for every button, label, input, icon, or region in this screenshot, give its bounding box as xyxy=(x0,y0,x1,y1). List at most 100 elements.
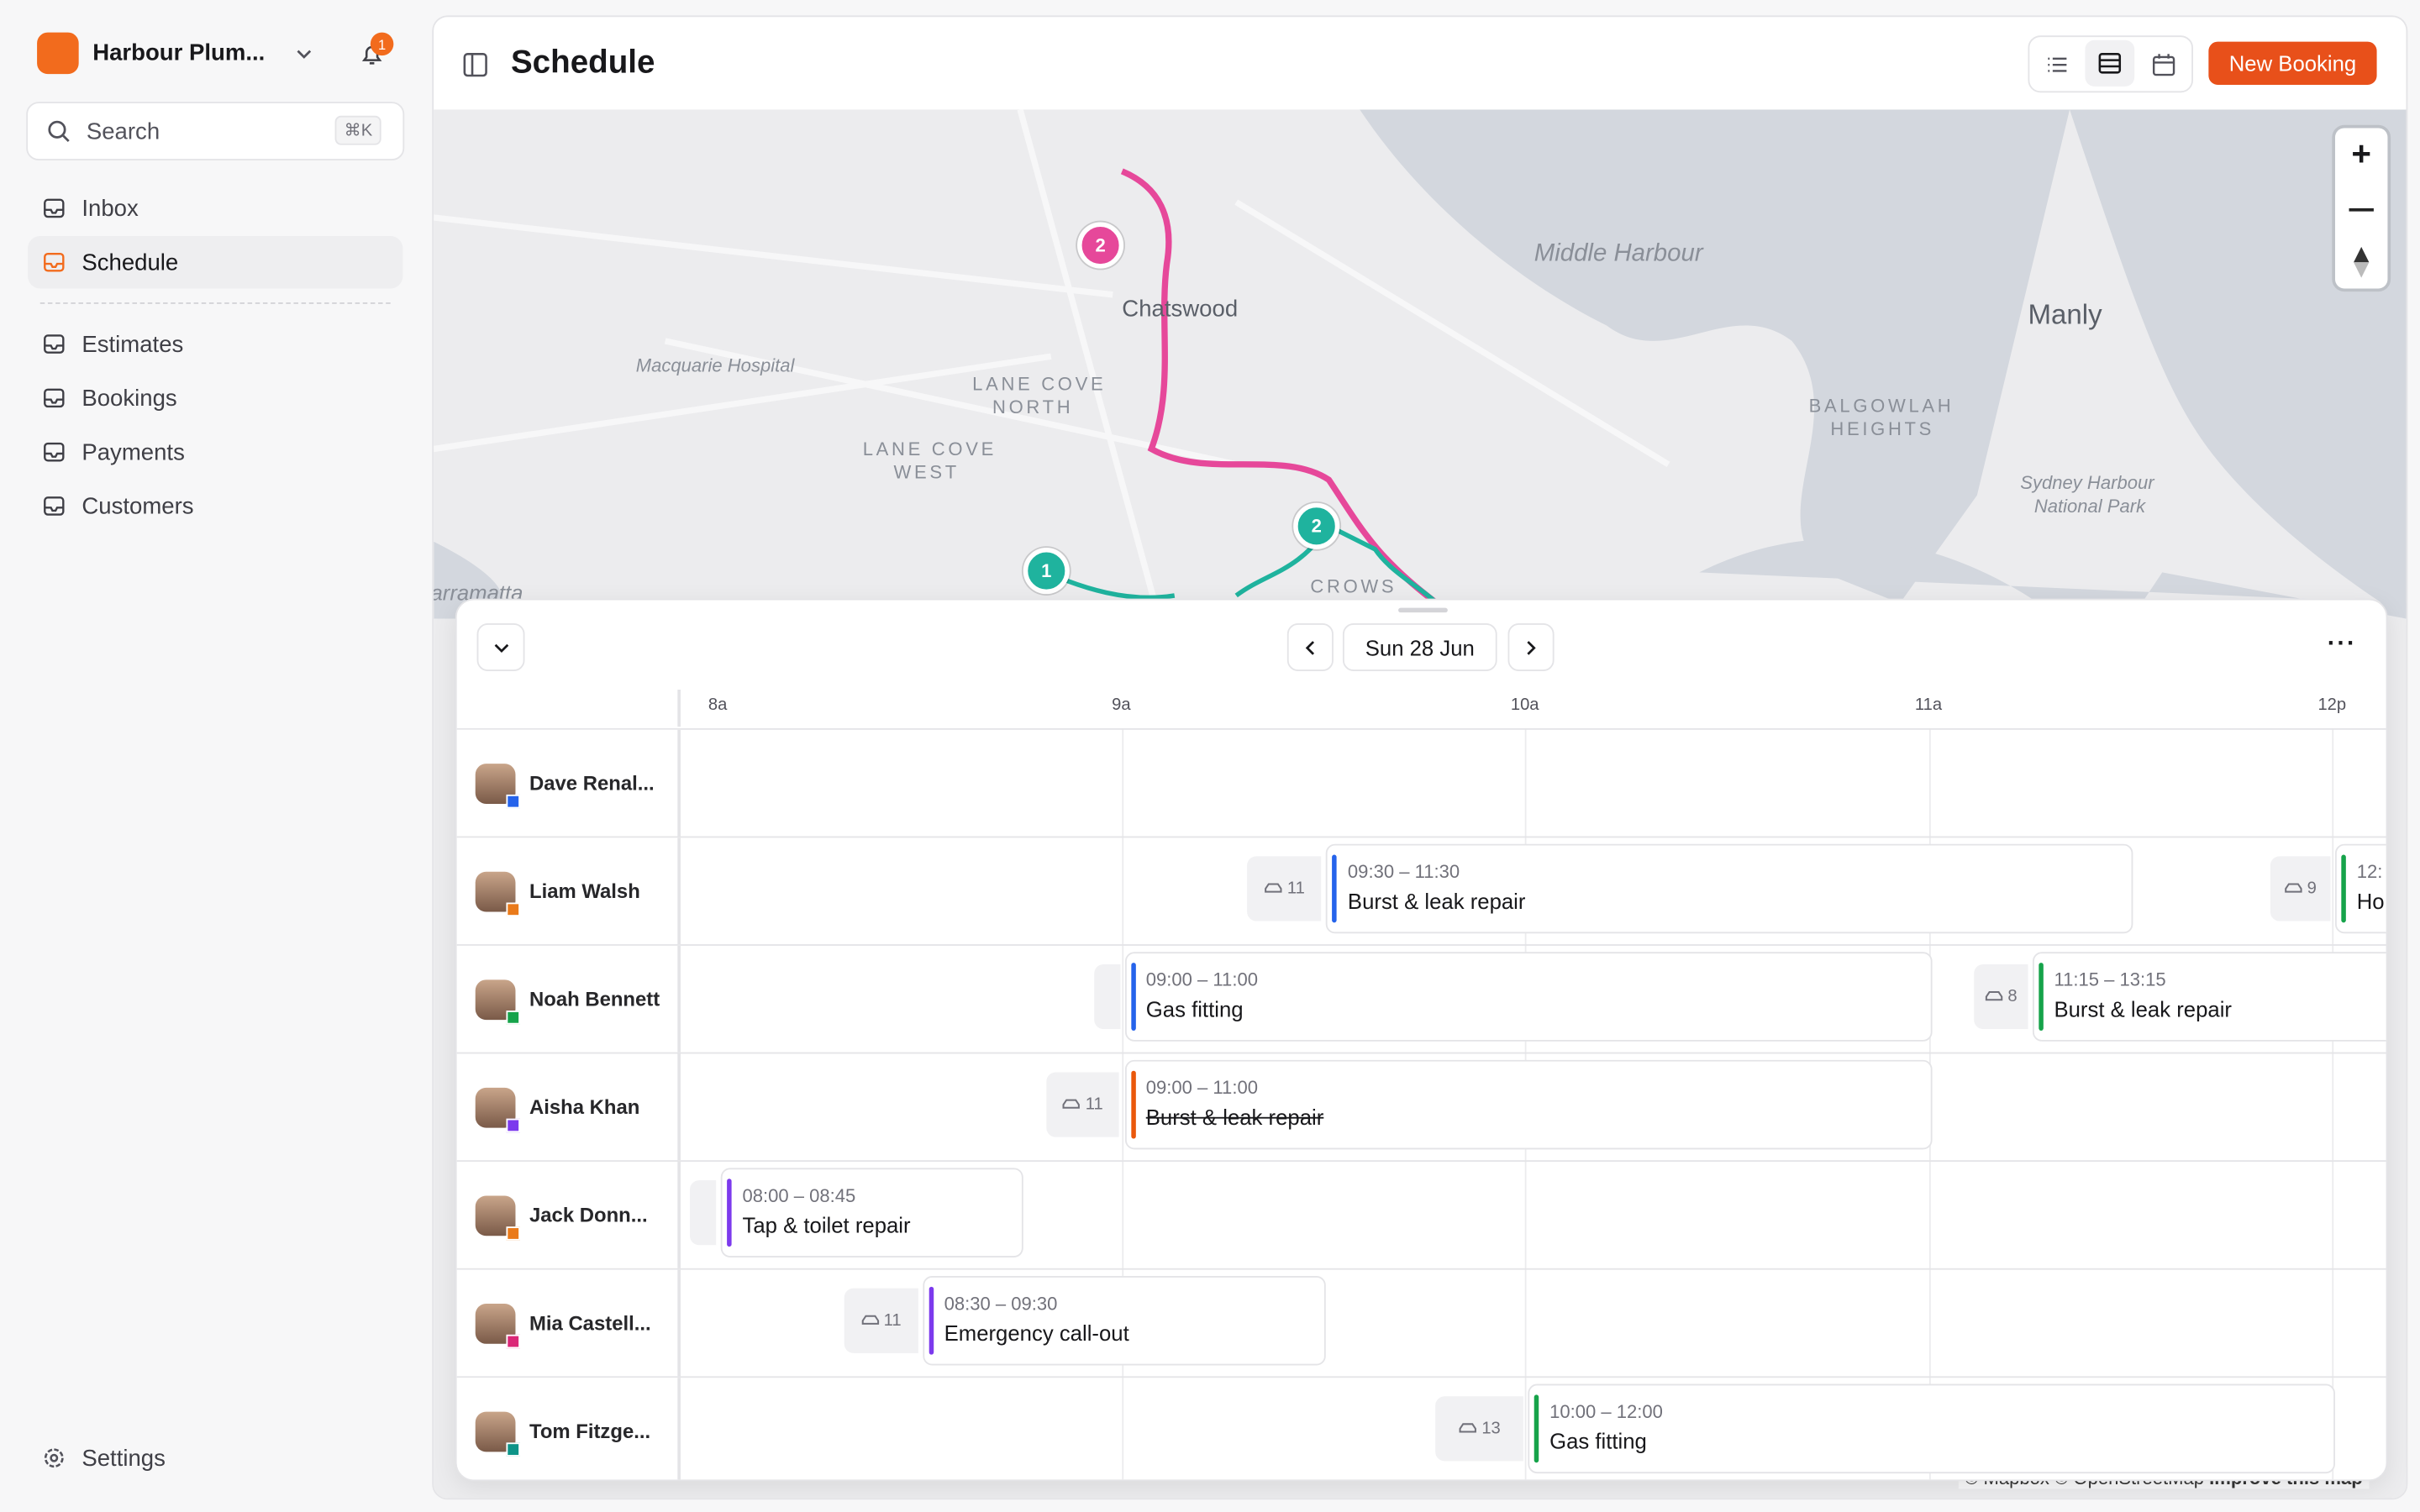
header-divider xyxy=(677,690,681,727)
travel-chip xyxy=(690,1180,717,1246)
booking-card[interactable]: 11:15 – 13:15 Burst & leak repair xyxy=(2032,952,2386,1042)
zoom-controls: + xyxy=(2334,128,2388,289)
map-label: LANE COVE xyxy=(862,438,997,460)
hour-label: 10a xyxy=(1510,696,1539,715)
prev-icon xyxy=(1305,640,1315,654)
travel-chip: 9 xyxy=(2270,856,2331,921)
nav-item[interactable]: Estimates xyxy=(28,318,402,370)
collapse-button[interactable] xyxy=(476,623,525,671)
zoom-in[interactable]: + xyxy=(2351,134,2371,173)
map-label: LANE COVE xyxy=(972,373,1107,396)
search-box[interactable]: Search ⌘K xyxy=(26,102,405,161)
search-placeholder: Search xyxy=(86,118,160,145)
booking-color xyxy=(1534,1394,1539,1463)
nav-item[interactable]: Bookings xyxy=(28,372,402,424)
booking-time: 09:00 – 11:00 xyxy=(1145,969,1258,991)
map-label: Chatswood xyxy=(1122,296,1239,323)
booking-card[interactable]: 09:30 – 11:30 Burst & leak repair xyxy=(1326,843,2133,934)
next-day[interactable] xyxy=(1507,623,1555,671)
booking-time: 09:30 – 11:30 xyxy=(1347,860,1460,883)
travel-chip: 11 xyxy=(1045,1072,1120,1137)
booking-color xyxy=(1130,963,1135,1031)
booking-card[interactable]: 09:00 – 11:00 Burst & leak repair xyxy=(1124,1059,1932,1150)
org-chevron[interactable] xyxy=(293,43,315,65)
prev-day[interactable] xyxy=(1286,623,1334,671)
booking-time: 08:00 – 08:45 xyxy=(742,1184,856,1207)
travel-chip: 8 xyxy=(1974,963,2028,1030)
timeline-view[interactable] xyxy=(2085,39,2135,87)
view-switch xyxy=(2028,35,2194,93)
date-picker[interactable]: Sun 28 Jun xyxy=(1342,623,1497,671)
new-booking-button[interactable]: New Booking xyxy=(2208,41,2377,86)
car-icon xyxy=(1459,1423,1476,1433)
staff-cell: Aisha Khan xyxy=(456,1053,681,1161)
nav-divider xyxy=(39,302,391,304)
zoom-out[interactable] xyxy=(2349,207,2374,212)
booking-card[interactable]: 08:00 – 08:45 Tap & toilet repair xyxy=(720,1168,1023,1257)
booking-card[interactable]: 12: Ho xyxy=(2334,843,2386,934)
drag-handle[interactable] xyxy=(1398,607,1448,613)
nav-settings[interactable]: Settings xyxy=(28,1431,402,1483)
next-icon xyxy=(1527,640,1536,654)
nav-item[interactable]: Customers xyxy=(28,480,402,532)
map-label: Sydney Harbour xyxy=(2020,472,2154,494)
nav-icon xyxy=(44,334,65,354)
booking-card[interactable]: 08:30 – 09:30 Emergency call-out xyxy=(922,1275,1327,1366)
nav-label: Estimates xyxy=(82,330,184,358)
timeline-icon xyxy=(2098,53,2122,74)
staff-name: Liam Walsh xyxy=(529,879,640,903)
nav-item[interactable]: Schedule xyxy=(28,236,403,289)
status-dot xyxy=(506,794,520,808)
sidebar-toggle[interactable] xyxy=(461,51,489,79)
staff-name: Jack Donn... xyxy=(529,1203,648,1227)
travel-minutes: 13 xyxy=(1481,1419,1501,1438)
status-dot xyxy=(506,1441,520,1456)
booking-card[interactable]: 10:00 – 12:00 Gas fitting xyxy=(1528,1383,2335,1474)
staff-cell: Liam Walsh xyxy=(456,837,681,945)
travel-chip xyxy=(1093,963,1120,1030)
staff-cell: Jack Donn... xyxy=(456,1162,681,1268)
booking-card[interactable]: 09:00 – 11:00 Gas fitting xyxy=(1124,952,1932,1042)
calendar-view[interactable] xyxy=(2151,52,2175,76)
map-marker[interactable]: 1 xyxy=(1023,548,1070,595)
staff-name: Mia Castell... xyxy=(529,1311,651,1335)
booking-title: Gas fitting xyxy=(1549,1428,1647,1454)
staff-name: Tom Fitzge... xyxy=(529,1419,651,1443)
booking-time: 10:00 – 12:00 xyxy=(1549,1400,1663,1423)
car-icon xyxy=(1063,1099,1081,1109)
booking-time: 08:30 – 09:30 xyxy=(944,1293,1058,1315)
booking-time: 12: xyxy=(2356,860,2383,883)
compass[interactable] xyxy=(2350,245,2372,279)
collapse-icon xyxy=(493,643,508,653)
booking-color xyxy=(2039,963,2044,1031)
car-icon xyxy=(1985,991,2002,1001)
map-marker[interactable]: 2 xyxy=(1293,502,1340,549)
staff-row: Tom Fitzge... xyxy=(456,1376,2386,1480)
nav-item[interactable]: Payments xyxy=(28,426,402,478)
shortcut: ⌘K xyxy=(334,115,382,145)
staff-cell: Noah Bennett xyxy=(456,945,681,1053)
nav-label: Inbox xyxy=(82,195,139,222)
booking-time: 09:00 – 11:00 xyxy=(1145,1077,1258,1099)
nav-item[interactable]: Inbox xyxy=(28,182,402,234)
travel-minutes: 11 xyxy=(1286,879,1305,898)
booking-title: Burst & leak repair xyxy=(1145,1105,1324,1130)
travel-minutes: 9 xyxy=(2307,879,2317,898)
org-name[interactable]: Harbour Plum... xyxy=(92,39,266,66)
map-label: National Park xyxy=(2033,495,2146,517)
car-icon xyxy=(1265,883,1282,893)
staff-cell: Tom Fitzge... xyxy=(456,1378,681,1480)
travel-minutes: 11 xyxy=(883,1311,902,1331)
map-marker[interactable]: 2 xyxy=(1077,222,1124,269)
staff-cell: Mia Castell... xyxy=(456,1269,681,1377)
status-dot xyxy=(506,1117,520,1132)
travel-chip: 11 xyxy=(1247,856,1322,921)
staff-name: Dave Renal... xyxy=(529,771,655,795)
list-view[interactable] xyxy=(2045,52,2070,76)
org-logo xyxy=(37,32,79,75)
more-button[interactable]: ··· xyxy=(2327,631,2357,658)
avatar xyxy=(475,870,520,916)
staff-row: Jack Donn... xyxy=(456,1160,2386,1269)
nav-label: Customers xyxy=(82,492,194,520)
